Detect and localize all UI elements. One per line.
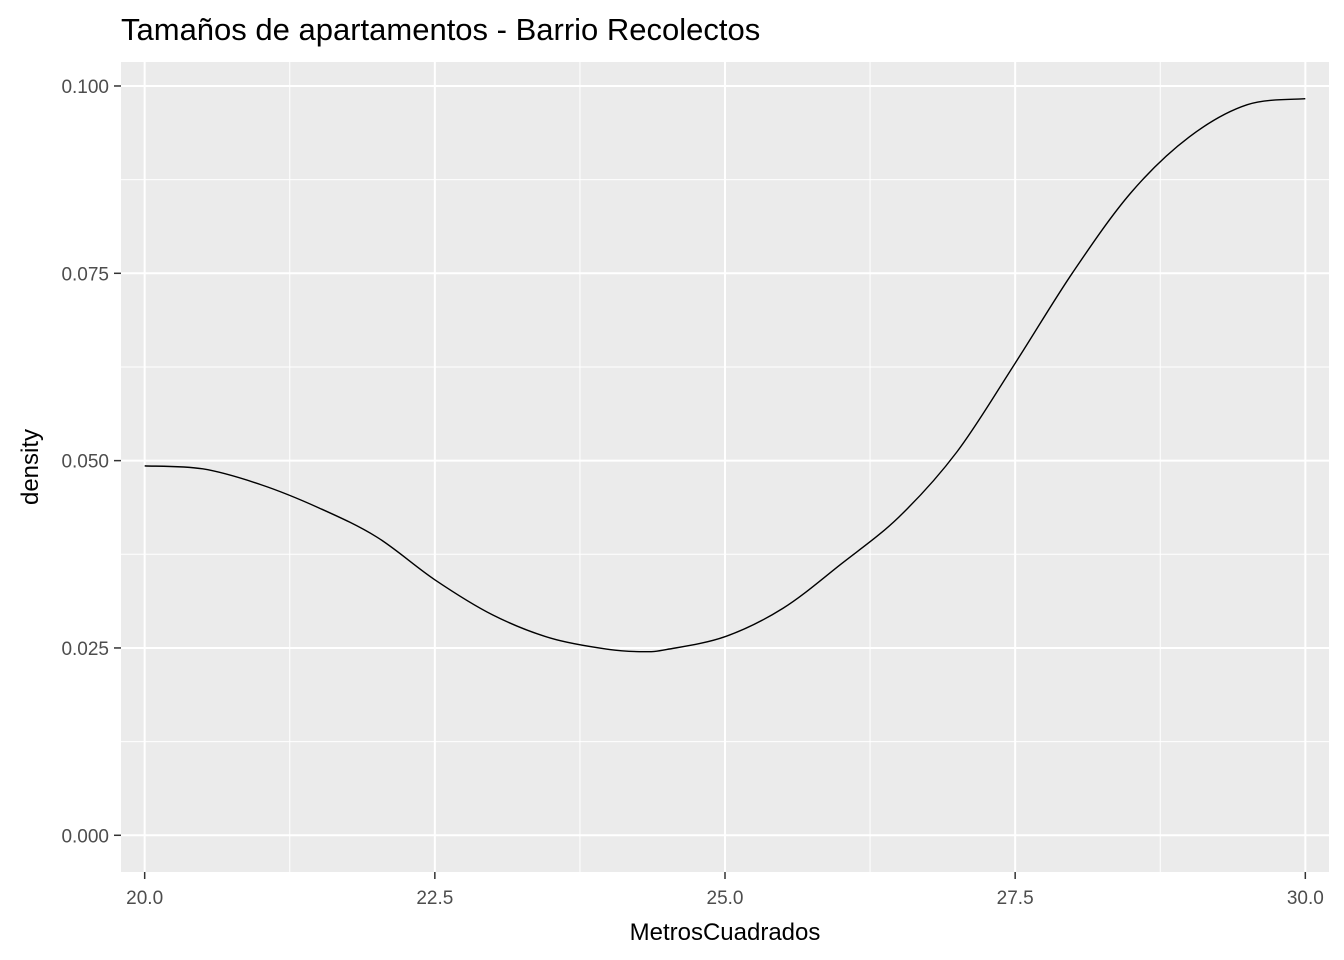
y-tick-label: 0.025	[61, 639, 109, 660]
y-tick-label: 0.000	[61, 826, 109, 847]
x-tick-label: 25.0	[707, 888, 744, 909]
chart-title: Tamaños de apartamentos - Barrio Recolec…	[121, 12, 760, 47]
x-tick-label: 30.0	[1287, 888, 1324, 909]
y-axis-title: density	[17, 429, 44, 505]
x-tick-label: 22.5	[416, 888, 453, 909]
x-axis: 20.0 22.5 25.0 27.5 30.0	[126, 872, 1324, 909]
y-tick-label: 0.050	[61, 452, 109, 473]
major-grid	[121, 62, 1329, 872]
density-line	[144, 98, 1306, 653]
x-tick-label: 27.5	[997, 888, 1034, 909]
series-layer	[144, 98, 1306, 653]
y-axis: 0.000 0.025 0.050 0.075 0.100	[61, 77, 121, 847]
y-tick-label: 0.100	[61, 77, 109, 98]
x-axis-title: MetrosCuadrados	[630, 919, 821, 946]
y-tick-label: 0.075	[61, 264, 109, 285]
x-tick-label: 20.0	[126, 888, 163, 909]
